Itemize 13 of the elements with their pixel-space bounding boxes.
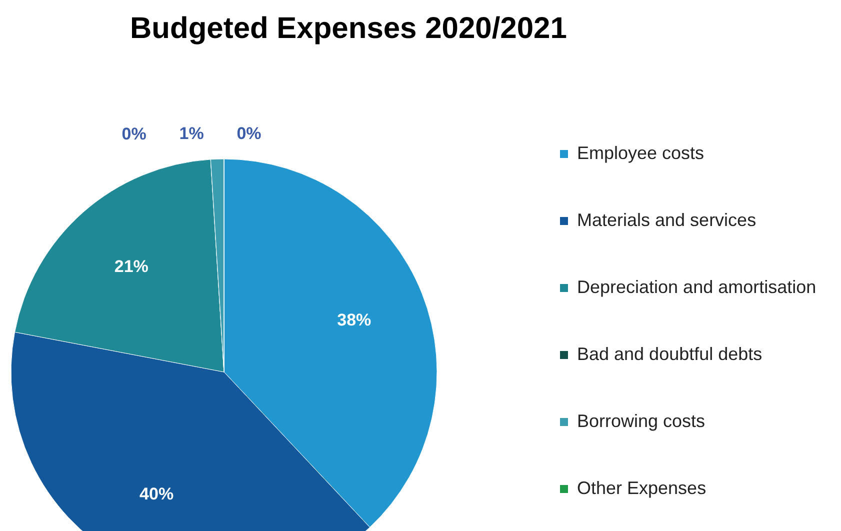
data-label: 38%: [337, 310, 372, 330]
legend-label: Depreciation and amortisation: [577, 277, 816, 297]
data-label: 21%: [114, 256, 148, 276]
text: 0%: [236, 124, 262, 143]
legend-label: Materials and services: [577, 210, 756, 230]
legend-label: Other Expenses: [577, 478, 706, 498]
text: 0%: [122, 124, 146, 144]
legend-label: Borrowing costs: [577, 411, 706, 431]
data-label: 1%: [179, 124, 204, 144]
chart-title: Budgeted Expenses 2020/2021: [130, 12, 567, 45]
legend-label: Bad and doubtful debts: [577, 344, 762, 364]
data-label: 40%: [140, 484, 174, 504]
legend-label: Employee costs: [577, 143, 704, 163]
